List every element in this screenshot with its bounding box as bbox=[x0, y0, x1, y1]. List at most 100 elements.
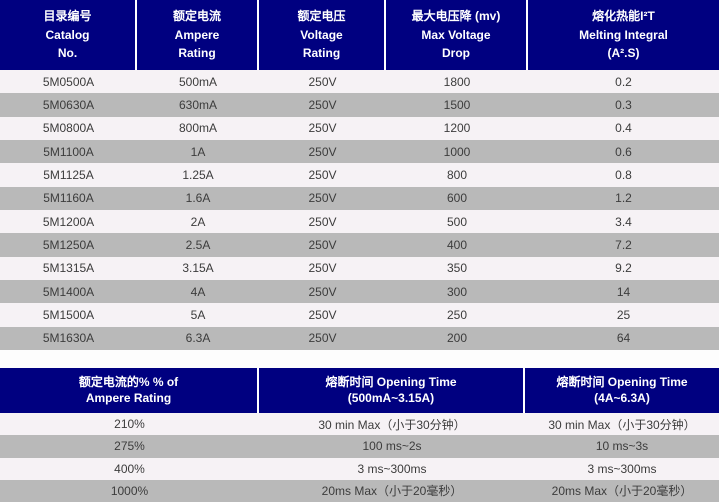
table-cell: 300 bbox=[446, 284, 468, 299]
table-cell: 5M1160A bbox=[43, 191, 94, 206]
table-cell: 5M1630A bbox=[42, 331, 95, 346]
table-cell: 5M1500A bbox=[42, 307, 95, 322]
table-row: 5M1400A 4A 250V 300 14 bbox=[0, 279, 719, 304]
table-row: 5M0630A 630mA 250V 1500 0.3 bbox=[0, 93, 719, 117]
table-cell: 3 ms~300ms bbox=[357, 461, 427, 476]
header-line: Catalog bbox=[45, 27, 90, 42]
table-cell: 3 ms~300ms bbox=[587, 461, 657, 476]
table-cell: 1A bbox=[190, 144, 206, 159]
table-cell: 0.2 bbox=[615, 74, 632, 89]
header-percent-of-ampere-rating: 额定电流的% % of Ampere Rating bbox=[0, 368, 259, 413]
table-row: 5M1100A 1A 250V 1000 0.6 bbox=[0, 139, 719, 164]
table-cell: 14 bbox=[616, 284, 631, 299]
header-line: Rating bbox=[302, 46, 341, 61]
header-max-voltage-drop: 最大电压降 (mv) Max Voltage Drop bbox=[386, 0, 528, 70]
header-line: Melting Integral bbox=[579, 27, 668, 42]
table-cell: 1200 bbox=[443, 121, 471, 136]
table-row: 5M1160A 1.6A 250V 600 1.2 bbox=[0, 186, 719, 210]
header-opening-time-large-range: 熔断时间 Opening Time (4A~6.3A) bbox=[525, 368, 719, 413]
table-cell: 30 min Max（小于30分钟） bbox=[548, 417, 696, 432]
spec-table: 目录编号 Catalog No. 额定电流 Ampere Rating 额定电压… bbox=[0, 0, 719, 350]
table-cell: 250V bbox=[308, 191, 337, 206]
header-line: (4A~6.3A) bbox=[594, 391, 650, 406]
table-row: 5M0800A 800mA 250V 1200 0.4 bbox=[0, 116, 719, 140]
table-spacer bbox=[0, 350, 719, 368]
header-voltage-rating: 额定电压 Voltage Rating bbox=[259, 0, 386, 70]
table-cell: 3.15A bbox=[182, 261, 214, 276]
table-cell: 400% bbox=[114, 461, 145, 476]
table-cell: 250V bbox=[308, 214, 337, 229]
table-row: 5M1315A 3.15A 250V 350 9.2 bbox=[0, 256, 719, 280]
table-cell: 500 bbox=[446, 214, 468, 229]
table-cell: 5M1125A bbox=[43, 167, 94, 182]
table-row: 5M1200A 2A 250V 500 3.4 bbox=[0, 209, 719, 234]
table-cell: 600 bbox=[446, 191, 468, 206]
table-cell: 5M0800A bbox=[42, 121, 95, 136]
spec-table-header: 目录编号 Catalog No. 额定电流 Ampere Rating 额定电压… bbox=[0, 0, 719, 70]
table-row: 5M1125A 1.25A 250V 800 0.8 bbox=[0, 163, 719, 187]
table-cell: 1.2 bbox=[615, 191, 632, 206]
table-cell: 250V bbox=[308, 121, 337, 136]
table-cell: 250V bbox=[308, 97, 337, 112]
header-line: (A².S) bbox=[607, 46, 640, 61]
header-melting-integral: 熔化热能I²T Melting Integral (A².S) bbox=[528, 0, 719, 70]
table-cell: 250V bbox=[308, 261, 337, 276]
table-cell: 4A bbox=[190, 284, 206, 299]
table-cell: 250V bbox=[308, 307, 337, 322]
header-line: 额定电流的% % of bbox=[78, 374, 179, 389]
opening-time-table-header: 额定电流的% % of Ampere Rating 熔断时间 Opening T… bbox=[0, 368, 719, 413]
table-cell: 800 bbox=[446, 167, 468, 182]
table-row: 400% 3 ms~300ms 3 ms~300ms bbox=[0, 457, 719, 480]
table-cell: 1500 bbox=[443, 97, 471, 112]
header-line: 最大电压降 (mv) bbox=[411, 8, 501, 23]
header-line: (500mA~3.15A) bbox=[347, 391, 435, 406]
table-cell: 5M1250A bbox=[42, 237, 95, 252]
header-line: 熔断时间 Opening Time bbox=[556, 374, 688, 389]
table-cell: 0.8 bbox=[615, 167, 632, 182]
table-cell: 0.6 bbox=[615, 144, 632, 159]
table-cell: 500mA bbox=[178, 74, 218, 89]
table-cell: 20ms Max（小于20毫秒） bbox=[321, 484, 463, 499]
table-cell: 10 ms~3s bbox=[595, 439, 649, 454]
table-cell: 1000 bbox=[443, 144, 471, 159]
table-cell: 400 bbox=[446, 237, 468, 252]
table-row: 1000% 20ms Max（小于20毫秒） 20ms Max（小于20毫秒） bbox=[0, 479, 719, 502]
spec-table-body: 5M0500A 500mA 250V 1800 0.2 5M0630A 630mA 250V 1… bbox=[0, 70, 719, 350]
header-line: 目录编号 bbox=[43, 8, 92, 23]
table-cell: 250V bbox=[308, 237, 337, 252]
table-cell: 2.5A bbox=[185, 237, 211, 252]
table-cell: 0.3 bbox=[615, 97, 632, 112]
table-cell: 200 bbox=[446, 331, 468, 346]
header-line: Max Voltage bbox=[421, 27, 491, 42]
header-line: 熔断时间 Opening Time bbox=[325, 374, 457, 389]
table-cell: 5M1100A bbox=[43, 144, 94, 159]
header-line: Rating bbox=[178, 46, 216, 61]
table-cell: 5M1200A bbox=[42, 214, 95, 229]
header-line: 熔化热能I²T bbox=[592, 8, 655, 23]
table-cell: 30 min Max（小于30分钟） bbox=[318, 417, 466, 432]
table-cell: 5M0630A bbox=[42, 97, 95, 112]
table-cell: 1800 bbox=[443, 74, 471, 89]
table-cell: 1000% bbox=[110, 483, 149, 498]
table-cell: 210% bbox=[114, 417, 145, 432]
header-line: No. bbox=[57, 46, 78, 61]
table-cell: 5A bbox=[190, 307, 206, 322]
table-cell: 250V bbox=[308, 167, 337, 182]
table-cell: 0.4 bbox=[615, 121, 632, 136]
header-line: Ampere bbox=[174, 27, 220, 42]
table-row: 5M1500A 5A 250V 250 25 bbox=[0, 303, 719, 327]
table-cell: 250 bbox=[446, 307, 468, 322]
header-catalog-no: 目录编号 Catalog No. bbox=[0, 0, 137, 70]
header-line: Drop bbox=[442, 46, 470, 61]
table-cell: 250V bbox=[308, 144, 337, 159]
table-cell: 20ms Max（小于20毫秒） bbox=[551, 484, 693, 499]
header-line: 额定电流 bbox=[172, 8, 221, 23]
header-line: 额定电压 bbox=[297, 8, 346, 23]
table-row: 5M0500A 500mA 250V 1800 0.2 bbox=[0, 70, 719, 94]
header-opening-time-small-range: 熔断时间 Opening Time (500mA~3.15A) bbox=[259, 368, 525, 413]
table-cell: 5M1400A bbox=[42, 284, 95, 299]
table-cell: 6.3A bbox=[185, 331, 211, 346]
table-cell: 1.25A bbox=[182, 167, 214, 182]
table-cell: 350 bbox=[446, 261, 468, 276]
